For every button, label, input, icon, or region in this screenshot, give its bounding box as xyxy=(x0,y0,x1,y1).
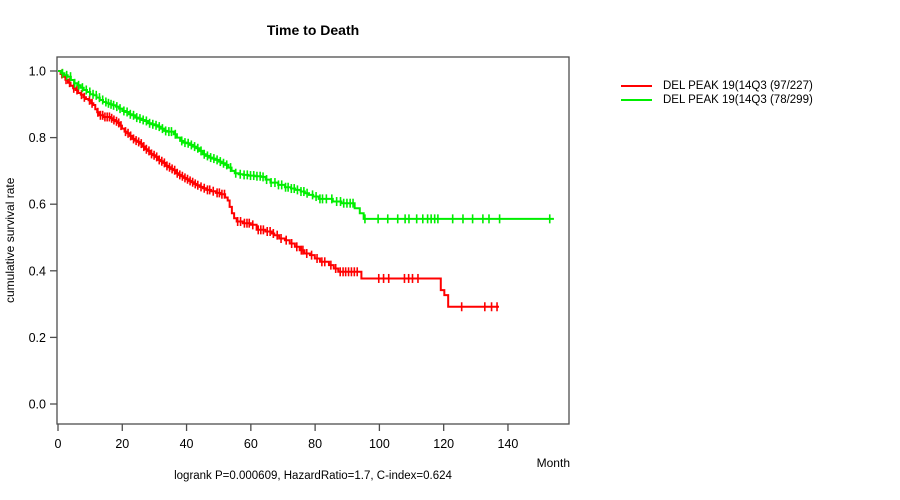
x-tick-label: 0 xyxy=(55,437,62,451)
survival-curve-green xyxy=(58,70,554,220)
y-tick-label: 0.6 xyxy=(29,198,46,212)
legend-line-red-icon xyxy=(621,84,652,87)
stats-footer: logrank P=0.000609, HazardRatio=1.7, C-i… xyxy=(174,470,452,482)
x-axis-title: Month xyxy=(536,456,570,470)
survival-curve-red xyxy=(58,70,499,308)
legend: DEL PEAK 19(14Q3 (97/227) DEL PEAK 19(14… xyxy=(621,79,813,106)
x-tick-label: 80 xyxy=(308,437,322,451)
y-tick-label: 0.4 xyxy=(29,264,46,278)
x-tick-label: 120 xyxy=(433,437,454,451)
x-tick-label: 40 xyxy=(180,437,194,451)
y-tick-label: 1.0 xyxy=(29,65,46,79)
x-tick-label: 60 xyxy=(244,437,258,451)
legend-item-group1: DEL PEAK 19(14Q3 (97/227) xyxy=(621,79,813,92)
y-tick-label: 0.8 xyxy=(29,131,46,145)
chart-title: Time to Death xyxy=(266,22,360,38)
x-tick-label: 20 xyxy=(115,437,129,451)
y-tick-label: 0.0 xyxy=(29,398,46,412)
legend-item-group2: DEL PEAK 19(14Q3 (78/299) xyxy=(621,93,813,106)
plot-box xyxy=(56,56,570,425)
legend-label-group2: DEL PEAK 19(14Q3 (78/299) xyxy=(663,93,813,106)
x-tick-label: 140 xyxy=(498,437,519,451)
legend-label-group1: DEL PEAK 19(14Q3 (97/227) xyxy=(663,79,813,92)
legend-line-green-icon xyxy=(621,98,652,101)
y-tick-label: 0.2 xyxy=(29,331,46,345)
x-tick-label: 100 xyxy=(369,437,390,451)
